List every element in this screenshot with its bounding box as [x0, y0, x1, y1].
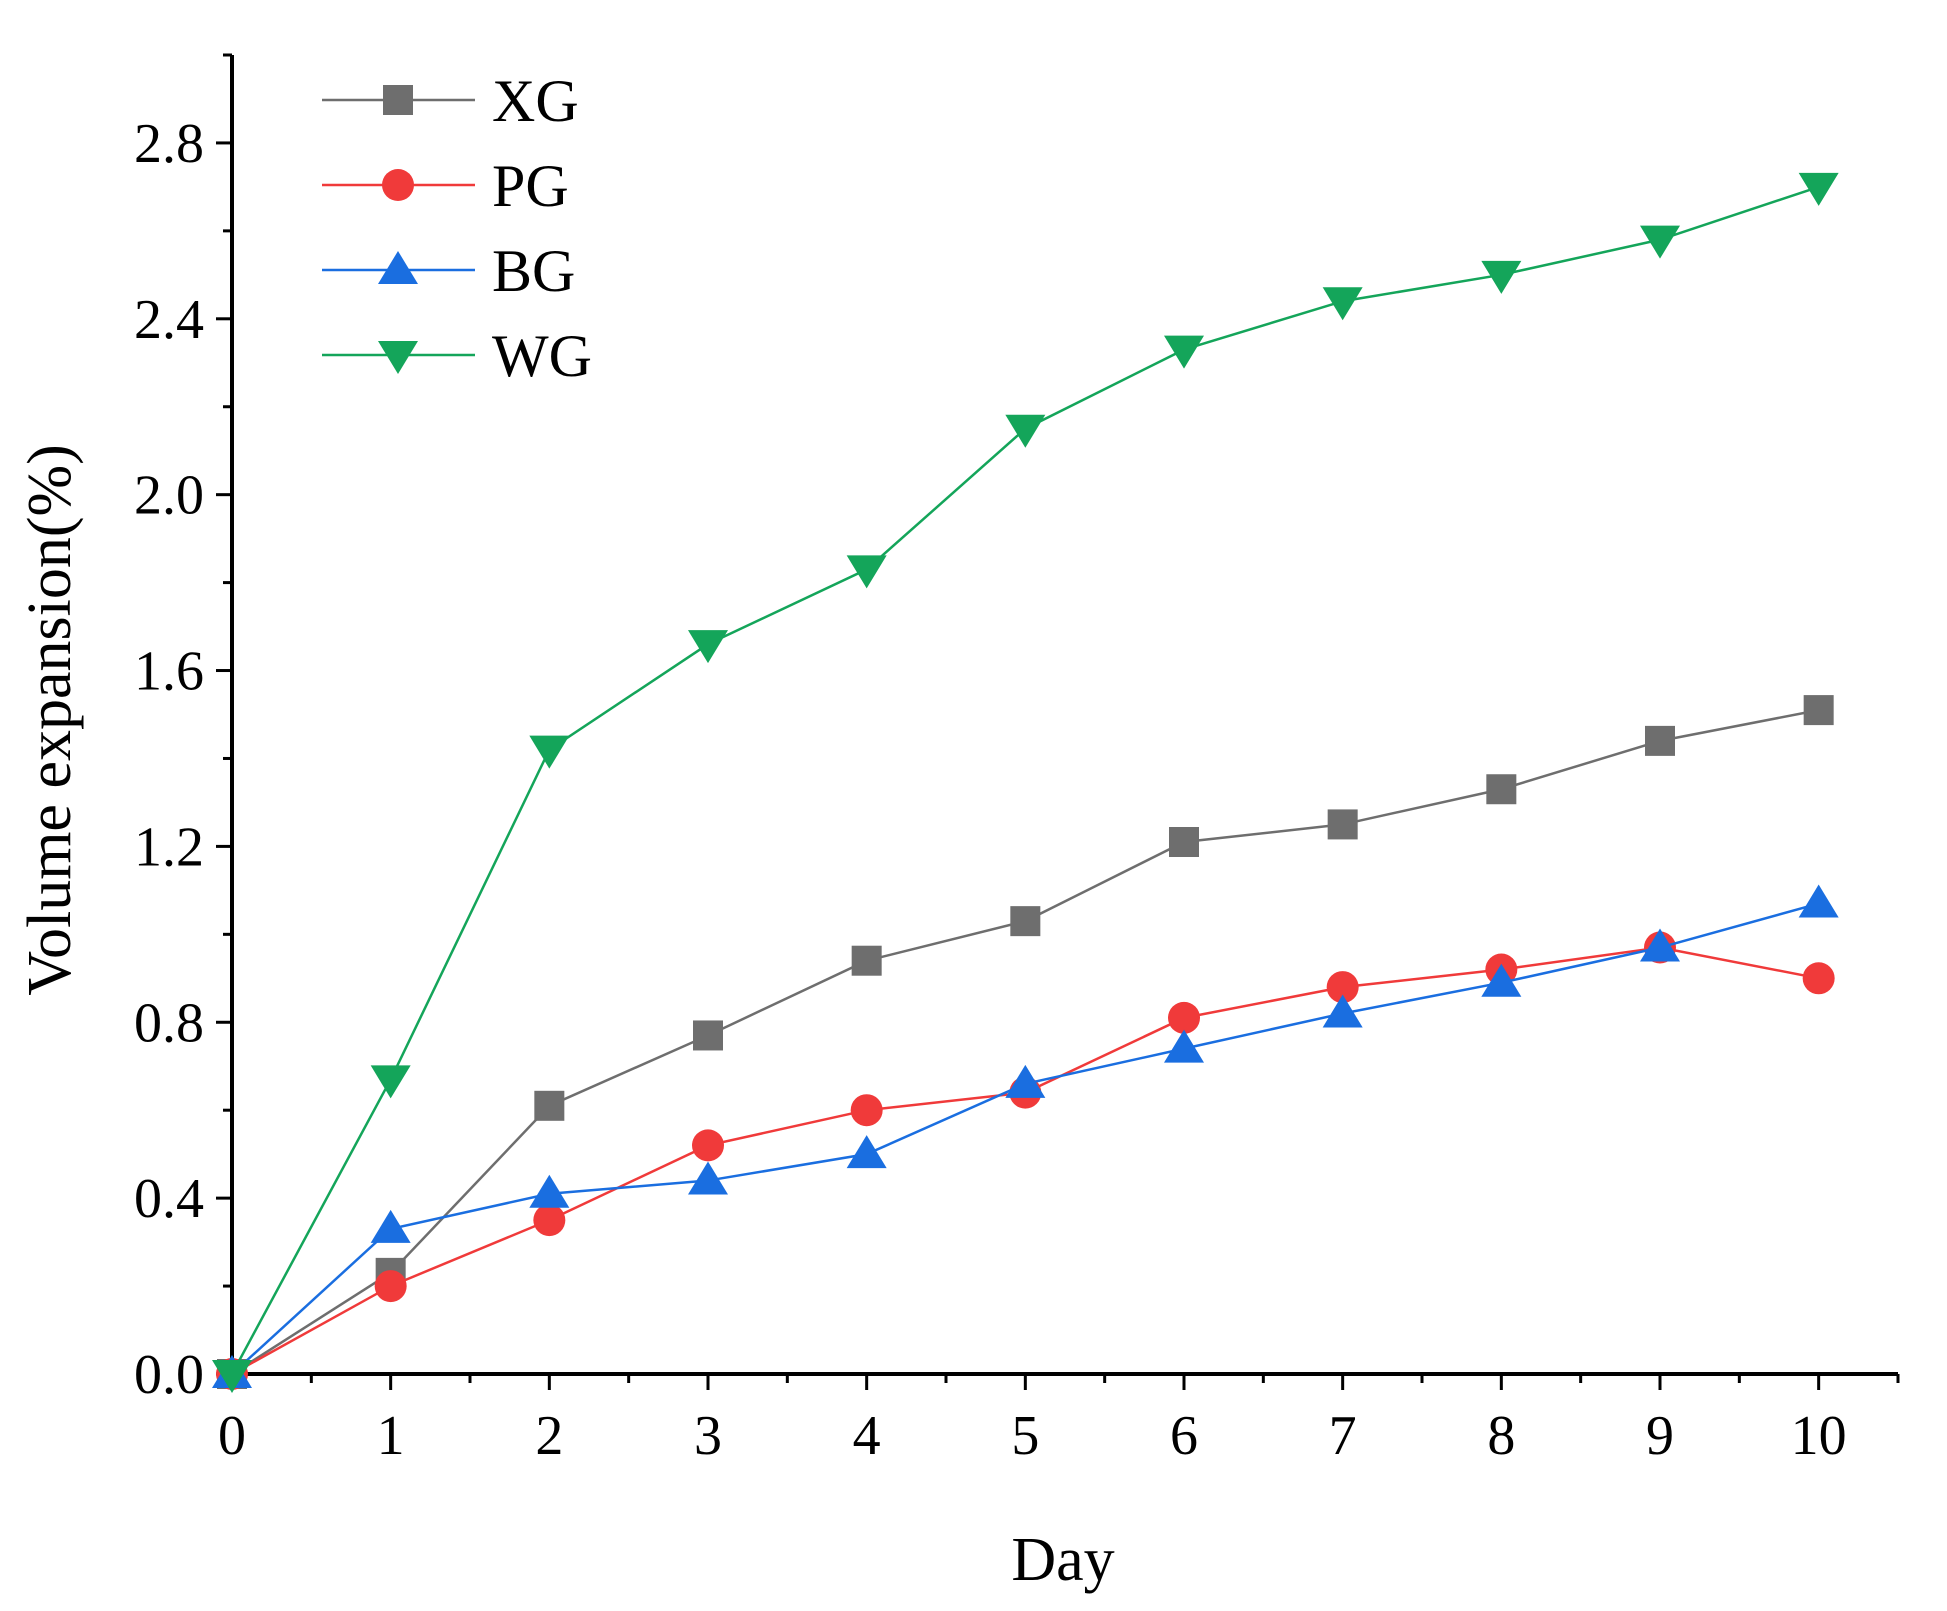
- series: [212, 172, 1839, 1393]
- x-tick-label: 0: [218, 1405, 246, 1467]
- data-point-wg: [688, 630, 728, 664]
- legend-item-pg: PG: [322, 153, 569, 219]
- data-point-wg: [529, 735, 570, 769]
- data-point-bg: [846, 1135, 887, 1169]
- data-point-pg: [692, 1129, 724, 1162]
- data-point-pg: [533, 1204, 566, 1237]
- data-point-xg: [1169, 827, 1199, 858]
- data-point-bg: [1322, 994, 1363, 1028]
- data-point-xg: [1327, 809, 1358, 840]
- x-tick-label: 6: [1170, 1405, 1198, 1467]
- data-point-bg: [1164, 1029, 1204, 1063]
- y-tick-label: 2.8: [134, 113, 204, 175]
- y-tick-label: 0.8: [134, 992, 204, 1054]
- x-tick-label: 1: [377, 1405, 405, 1467]
- data-point-pg: [1326, 971, 1359, 1004]
- x-tick-label: 8: [1487, 1405, 1515, 1467]
- legend-label-wg: WG: [492, 323, 592, 389]
- data-point-pg: [374, 1270, 407, 1303]
- series-wg: [212, 172, 1839, 1393]
- y-axis-title: Volume expansion(%): [16, 444, 84, 996]
- series-pg: [216, 931, 1835, 1390]
- series-line-wg: [230, 185, 1820, 1375]
- data-point-pg: [1802, 962, 1835, 995]
- legend-item-wg: WG: [322, 323, 592, 389]
- y-tick-label: 1.2: [134, 816, 204, 878]
- data-point-wg: [370, 1065, 411, 1099]
- data-point-wg: [1640, 225, 1680, 259]
- series-xg: [217, 695, 1834, 1389]
- data-point-pg: [1168, 1001, 1200, 1034]
- legend: XG PG BG WG: [322, 68, 592, 389]
- legend-marker-xg: [383, 85, 413, 115]
- y-tick-label: 0.4: [134, 1168, 204, 1230]
- data-point-xg: [1486, 774, 1517, 805]
- data-point-bg: [1481, 963, 1522, 997]
- data-point-xg: [693, 1020, 723, 1051]
- legend-item-bg: BG: [322, 238, 575, 304]
- series-line-pg: [231, 946, 1819, 1376]
- data-point-xg: [851, 945, 882, 976]
- legend-marker-bg: [378, 251, 418, 284]
- data-point-pg: [850, 1094, 883, 1127]
- data-point-bg: [1640, 928, 1680, 962]
- x-tick-label: 4: [853, 1405, 881, 1467]
- data-point-wg: [1005, 414, 1046, 448]
- x-tick-label: 10: [1791, 1405, 1847, 1467]
- data-point-xg: [1010, 906, 1041, 937]
- y-tick-label: 2.0: [134, 465, 204, 527]
- data-point-bg: [529, 1174, 570, 1208]
- legend-marker-wg: [378, 341, 418, 374]
- data-point-wg: [1164, 335, 1204, 369]
- series-line-bg: [231, 902, 1820, 1375]
- legend-label-xg: XG: [492, 68, 579, 134]
- data-point-wg: [212, 1360, 252, 1393]
- y-tick-label: 0.0: [134, 1344, 204, 1406]
- data-point-bg: [688, 1161, 728, 1195]
- y-tick-label: 1.6: [134, 641, 204, 703]
- series-bg: [212, 884, 1839, 1388]
- legend-label-bg: BG: [492, 238, 575, 304]
- x-tick-label: 5: [1011, 1405, 1039, 1467]
- data-point-xg: [534, 1090, 565, 1121]
- data-point-xg: [1645, 725, 1675, 756]
- data-point-xg: [1803, 695, 1834, 726]
- x-tick-label: 3: [694, 1405, 722, 1467]
- y-tick-label: 2.4: [134, 289, 204, 351]
- data-point-wg: [1481, 260, 1522, 294]
- series-line-xg: [231, 708, 1819, 1376]
- data-point-bg: [1005, 1064, 1046, 1098]
- x-tick-label: 2: [535, 1405, 563, 1467]
- axes: [230, 55, 1898, 1376]
- data-point-wg: [846, 555, 887, 589]
- data-point-bg: [1798, 884, 1839, 918]
- data-point-wg: [1322, 287, 1363, 321]
- legend-item-xg: XG: [322, 68, 579, 134]
- legend-label-pg: PG: [492, 153, 569, 219]
- data-point-wg: [1798, 172, 1839, 206]
- data-point-bg: [370, 1209, 411, 1243]
- ticks: 0 1 2 3 4 5 6 7 8 9 10 0.0 0.4 0.8 1.2 1.6 2.0 2.4 2.8: [134, 53, 1900, 1467]
- x-axis-title: Day: [1011, 1526, 1114, 1594]
- x-tick-label: 9: [1646, 1405, 1674, 1467]
- legend-marker-pg: [382, 169, 414, 201]
- x-tick-label: 7: [1329, 1405, 1357, 1467]
